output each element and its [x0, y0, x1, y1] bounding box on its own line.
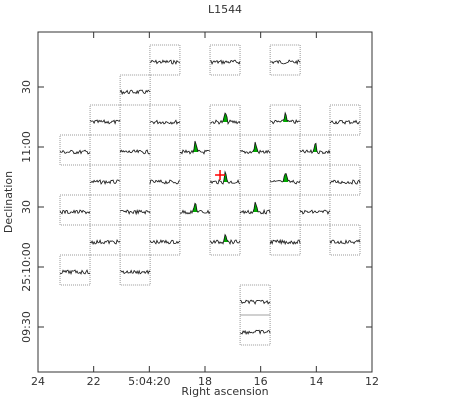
spectrum	[269, 173, 301, 185]
spectrum-panel	[209, 224, 241, 256]
y-axis-label: Declination	[2, 171, 15, 233]
y-tick-label: 25:10:00	[20, 242, 33, 291]
spectrum-panel	[269, 224, 301, 256]
spectrum-panel	[89, 104, 121, 136]
spectrum-panel	[59, 194, 91, 226]
line-emission	[223, 234, 229, 244]
spectrum-panel	[239, 194, 271, 226]
spectrum-panel	[209, 104, 241, 136]
spectrum-panel	[299, 134, 331, 166]
spectrum	[59, 149, 91, 155]
line-emission	[223, 171, 229, 184]
spectrum	[209, 233, 241, 246]
spectrum	[119, 208, 151, 216]
spectrum	[90, 179, 121, 185]
x-tick-label: 24	[31, 375, 45, 388]
spectrum	[149, 59, 181, 65]
spectrum	[329, 239, 361, 245]
spectrum-panel	[149, 224, 181, 256]
spectrum	[59, 269, 91, 276]
x-tick-label: 12	[365, 375, 379, 388]
spectrum	[239, 329, 271, 336]
spectrum	[179, 140, 211, 155]
spectrum-panel	[299, 194, 331, 226]
spectrum-panel	[89, 224, 121, 256]
spectrum-panel	[119, 254, 151, 286]
spectrum-panel	[119, 194, 151, 226]
spectrum-panel	[59, 134, 91, 166]
y-tick-label: 09:30	[20, 311, 33, 343]
spectrum	[269, 111, 301, 125]
spectrum	[179, 202, 211, 215]
spectrum	[59, 209, 91, 215]
spectrum	[89, 119, 121, 125]
line-emission	[253, 202, 259, 212]
x-tick-label: 22	[87, 375, 101, 388]
spectrum	[149, 119, 181, 125]
spectrum	[269, 238, 301, 246]
spectrum-panel	[239, 284, 271, 316]
spectrum	[119, 269, 151, 275]
spectrum-panel	[239, 314, 271, 346]
spectrum	[299, 142, 331, 155]
spectrum-panel	[239, 134, 271, 166]
spectrum-panel	[269, 164, 301, 196]
spectrum	[89, 239, 121, 245]
spectrum-panel	[329, 164, 361, 196]
x-tick-label: 16	[254, 375, 268, 388]
spectrum	[209, 112, 241, 126]
spectrum	[239, 299, 271, 305]
spectrum-panel	[269, 44, 301, 76]
spectrum	[119, 149, 151, 155]
x-axis-label: Right ascension	[181, 385, 268, 398]
spectrum-panel	[209, 164, 241, 196]
line-emission	[223, 113, 229, 124]
spectrum-panel	[269, 104, 301, 136]
chart-title: L1544	[208, 3, 242, 16]
spectrum	[239, 141, 271, 155]
spectrum	[209, 59, 241, 66]
spectrum-panel	[119, 134, 151, 166]
spectrum	[119, 89, 151, 96]
y-tick-label: 30	[20, 80, 33, 94]
spectrum	[329, 179, 361, 185]
spectrum-panel	[89, 164, 121, 196]
spectrum-panel	[59, 254, 91, 286]
y-tick-label: 11:00	[20, 131, 33, 163]
x-tick-label: 5:04:20	[128, 375, 170, 388]
spectrum	[329, 119, 361, 125]
spectrum-panel	[209, 44, 241, 76]
plot-frame	[37, 31, 373, 373]
spectrum-panel	[149, 44, 181, 76]
line-emission	[192, 141, 198, 153]
spectrum	[299, 209, 331, 215]
spectrum-panel	[119, 74, 151, 106]
spectrum	[149, 239, 181, 245]
x-tick-label: 18	[198, 375, 212, 388]
y-tick-label: 30	[20, 200, 33, 214]
spectrum-panel	[179, 194, 211, 226]
spectrum-panel	[179, 134, 211, 166]
spectrum-panel	[329, 224, 361, 256]
x-tick-label: 14	[309, 375, 323, 388]
spectrum-panel	[329, 104, 361, 136]
spectrum	[149, 179, 181, 185]
spectrum-panel	[149, 164, 181, 196]
spectrum-panel	[149, 104, 181, 136]
spectrum	[270, 59, 301, 66]
spectrum	[209, 170, 241, 185]
spectrum	[239, 201, 271, 215]
